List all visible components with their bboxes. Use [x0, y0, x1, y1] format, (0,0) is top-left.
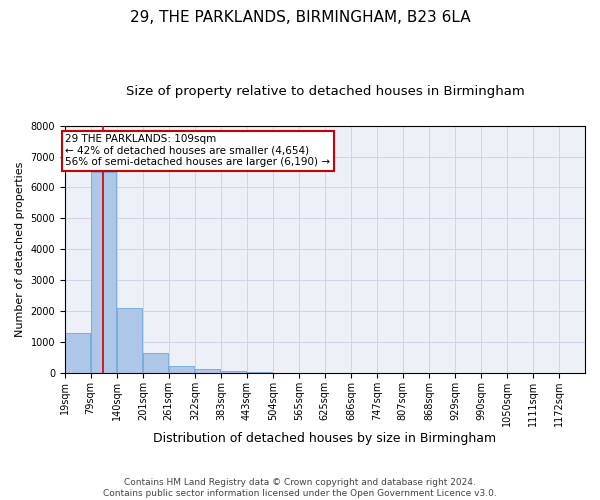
- Bar: [91, 172, 116, 374]
- Bar: [247, 372, 272, 374]
- Text: 29 THE PARKLANDS: 109sqm
← 42% of detached houses are smaller (4,654)
56% of sem: 29 THE PARKLANDS: 109sqm ← 42% of detach…: [65, 134, 331, 168]
- Bar: [65, 333, 91, 374]
- Bar: [195, 370, 220, 374]
- X-axis label: Distribution of detached houses by size in Birmingham: Distribution of detached houses by size …: [154, 432, 497, 445]
- Bar: [221, 370, 247, 374]
- Text: Contains HM Land Registry data © Crown copyright and database right 2024.
Contai: Contains HM Land Registry data © Crown c…: [103, 478, 497, 498]
- Title: Size of property relative to detached houses in Birmingham: Size of property relative to detached ho…: [125, 85, 524, 98]
- Text: 29, THE PARKLANDS, BIRMINGHAM, B23 6LA: 29, THE PARKLANDS, BIRMINGHAM, B23 6LA: [130, 10, 470, 25]
- Bar: [169, 366, 194, 374]
- Bar: [143, 353, 169, 374]
- Bar: [117, 308, 142, 374]
- Y-axis label: Number of detached properties: Number of detached properties: [15, 162, 25, 337]
